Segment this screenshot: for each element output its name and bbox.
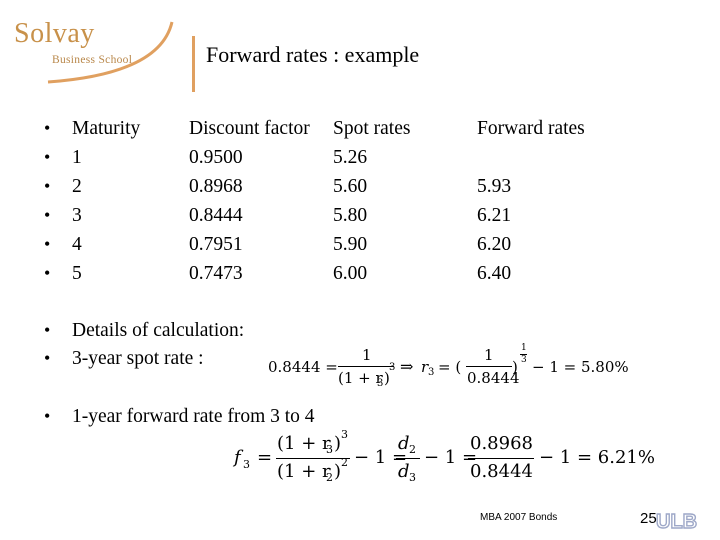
title-divider (192, 36, 195, 92)
header-discount-factor: Discount factor (189, 118, 310, 139)
formula1-den-sub: 3 (377, 378, 384, 389)
formula1-num: 1 (362, 346, 372, 364)
formula1-frac-num: 1 (484, 346, 494, 364)
page-number: 25 (640, 510, 657, 527)
fraction-bar (276, 458, 350, 459)
formula2-f: f (234, 447, 241, 468)
header-spot-rates: Spot rates (333, 118, 411, 139)
spot-rate-label: 3-year spot rate : (72, 348, 204, 369)
solvay-logo: Solvay Business School (10, 14, 180, 84)
formula1-r: r (421, 358, 429, 376)
formula2-d-num-sub: 2 (409, 443, 416, 456)
cell-forward: 6.40 (477, 263, 512, 284)
cell-discount: 0.7473 (189, 263, 243, 284)
fraction-bar (468, 458, 534, 459)
cell-spot: 5.60 (333, 176, 368, 197)
formula1-r-sub: 3 (428, 367, 435, 378)
formula2-v-num: 0.8968 (470, 433, 533, 454)
cell-discount: 0.8444 (189, 205, 243, 226)
cell-spot: 5.90 (333, 234, 368, 255)
header-maturity: Maturity (72, 118, 141, 139)
bullet: • (44, 205, 51, 225)
formula2-d-num: d (398, 433, 410, 454)
formula2-tail: − 1 = 6.21% (539, 447, 655, 468)
bullet: • (44, 263, 51, 283)
formula2-minus1: − 1 = (354, 447, 408, 468)
cell-discount: 0.9500 (189, 147, 243, 168)
forward-rate-label: 1-year forward rate from 3 to 4 (72, 406, 315, 427)
logo-arc-icon (47, 21, 174, 84)
formula1-lhs: 0.8444 = (268, 358, 338, 376)
bullet: • (44, 406, 51, 426)
cell-spot: 5.80 (333, 205, 368, 226)
cell-spot: 6.00 (333, 263, 368, 284)
cell-discount: 0.8968 (189, 176, 243, 197)
bullet: • (44, 234, 51, 254)
formula2-v-den: 0.8444 (470, 461, 533, 482)
fraction-bar (520, 354, 527, 355)
formula1-tail: − 1 = 5.80% (532, 358, 629, 376)
cell-maturity: 1 (72, 147, 82, 168)
formula2-num-close: ) (334, 433, 342, 454)
formula2-num-sub: 3 (326, 443, 333, 456)
formula1-exp-den: 3 (521, 355, 527, 365)
bullet: • (44, 147, 51, 167)
cell-forward: 6.21 (477, 205, 512, 226)
formula2-f-sub: 3 (243, 458, 250, 471)
formula1-eq: = ( (438, 358, 462, 376)
logo-main-text: Solvay (14, 18, 95, 49)
bullet: • (44, 320, 51, 340)
formula2-num-exp: 3 (341, 428, 348, 441)
bullet: • (44, 176, 51, 196)
bullet: • (44, 118, 51, 138)
fraction-bar (466, 366, 512, 367)
formula2-den-close: ) (334, 461, 342, 482)
logo-sub-text: Business School (52, 54, 133, 66)
ulb-logo-icon: ULB (655, 510, 698, 532)
cell-discount: 0.7951 (189, 234, 243, 255)
footer-text: MBA 2007 Bonds (480, 512, 558, 523)
cell-maturity: 4 (72, 234, 82, 255)
formula1-den-open: (1 + r (338, 369, 383, 387)
formula1-frac-den: 0.8444 (467, 369, 520, 387)
fraction-bar (396, 458, 420, 459)
cell-spot: 5.26 (333, 147, 368, 168)
details-heading: Details of calculation: (72, 320, 245, 341)
formula2-den-sub: 2 (326, 471, 333, 484)
formula1-den-exp: 3 (389, 362, 396, 373)
formula2-d-den: d (398, 461, 410, 482)
slide-title: Forward rates : example (206, 42, 420, 67)
cell-maturity: 2 (72, 176, 82, 197)
formula2-minus2: − 1 = (424, 447, 478, 468)
cell-maturity: 5 (72, 263, 82, 284)
formula2-d-den-sub: 3 (409, 471, 416, 484)
implies-arrow-icon: ⇒ (400, 357, 414, 376)
formula1-den-close: ) (384, 369, 390, 387)
formula2-den-exp: 2 (341, 456, 348, 469)
formula2-num-open: (1 + r (277, 433, 331, 454)
fraction-bar (338, 366, 394, 367)
cell-forward: 5.93 (477, 176, 512, 197)
formula1-exp-num: 1 (521, 343, 527, 353)
formula2-eq1: = (257, 447, 273, 468)
cell-forward: 6.20 (477, 234, 512, 255)
cell-maturity: 3 (72, 205, 82, 226)
formula1-close: ) (512, 358, 518, 376)
bullet: • (44, 348, 51, 368)
header-forward-rates: Forward rates (477, 118, 585, 139)
ulb-logo-text: ULB (656, 511, 697, 532)
formula2-den-open: (1 + r (277, 461, 331, 482)
